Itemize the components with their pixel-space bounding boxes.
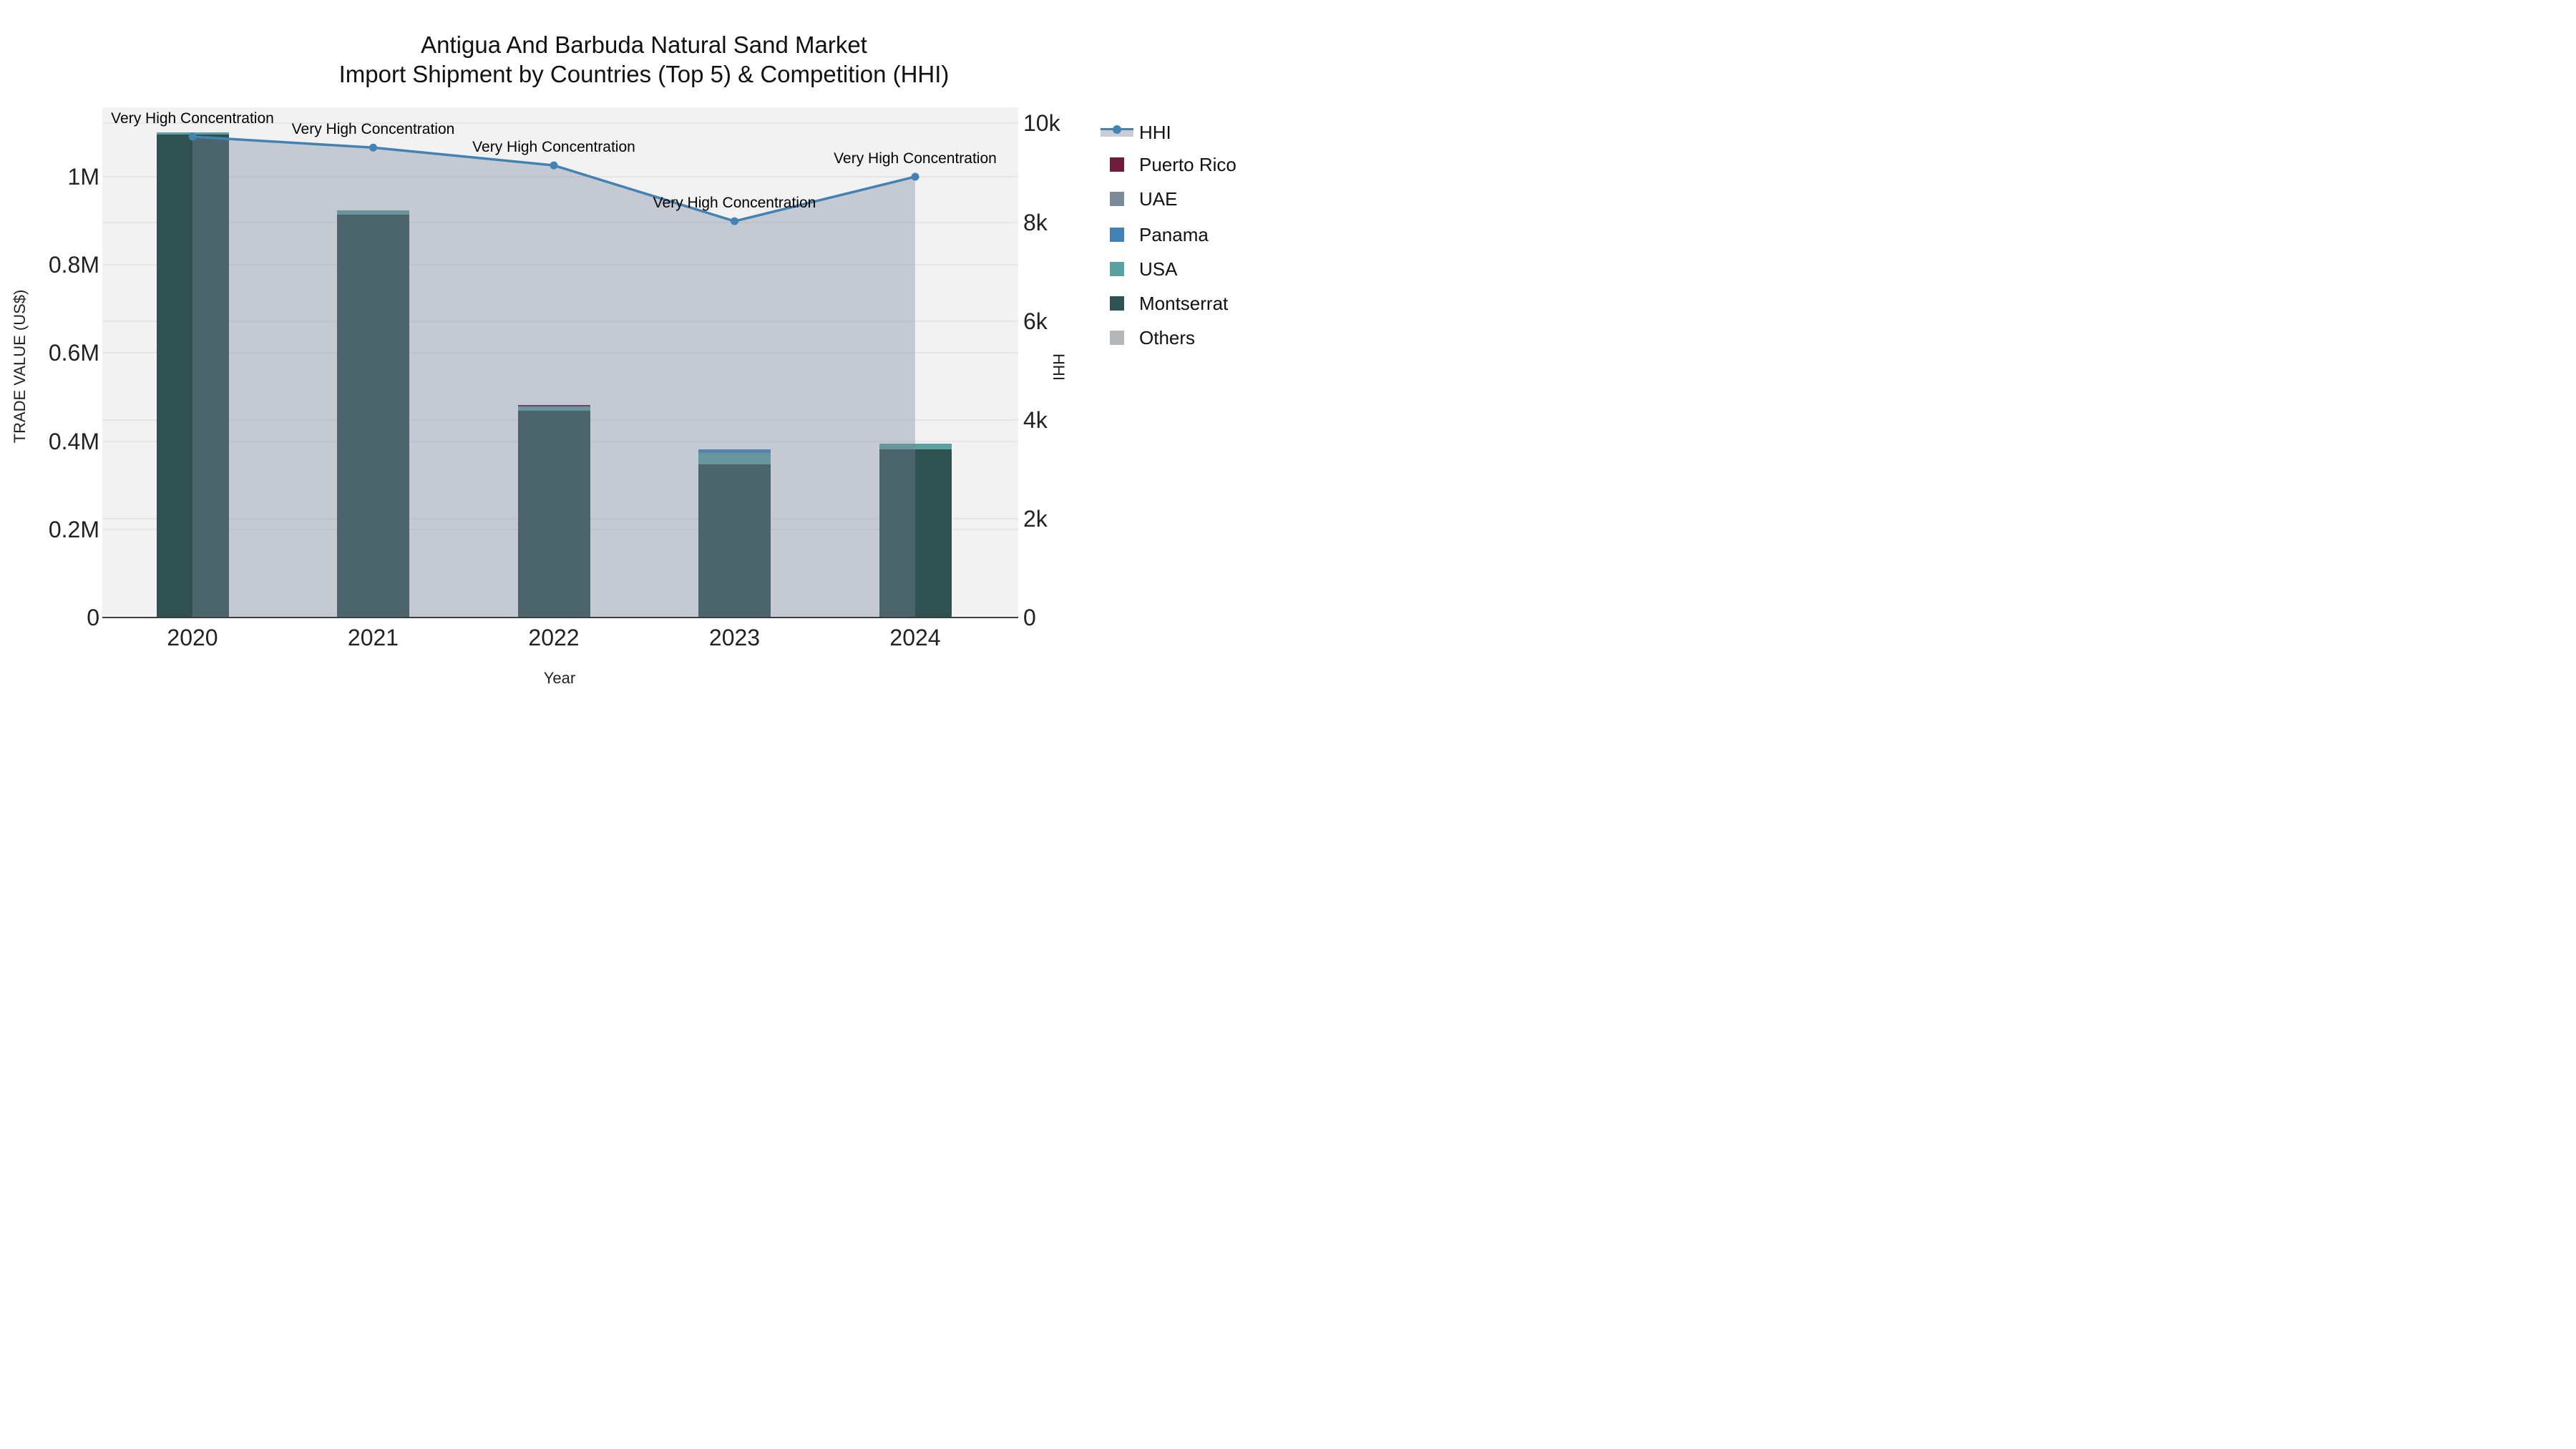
bar-segment-panama-2023[interactable] (698, 449, 771, 454)
right-axis-title: HHI (1050, 353, 1068, 381)
annotation-2024: Very High Concentration (834, 150, 997, 167)
bar-segment-montserrat-2020[interactable] (156, 135, 229, 618)
legend-label-uae: UAE (1139, 188, 1178, 210)
bar-segment-usa-2024[interactable] (879, 443, 952, 450)
left-tick-0: 0 (87, 605, 99, 630)
x-tick-2023: 2023 (708, 625, 761, 650)
gridline-left-1M (102, 175, 1018, 177)
legend-swatch-others (1110, 331, 1124, 345)
left-tick-1M: 1M (67, 163, 99, 190)
legend-swatch-uae (1110, 192, 1124, 206)
right-tick-8k: 8k (1023, 209, 1048, 235)
left-tick-0.2M: 0.2M (48, 516, 99, 542)
gridline-right-8k (102, 221, 1018, 223)
gridline-right-10k (102, 122, 1018, 125)
x-tick-2022: 2022 (528, 625, 580, 650)
bar-segment-usa-2020[interactable] (156, 132, 229, 135)
figure: Antigua And Barbuda Natural Sand Market … (0, 0, 1288, 725)
bar-segment-montserrat-2023[interactable] (698, 464, 771, 618)
bar-segment-usa-2022[interactable] (517, 406, 590, 411)
right-tick-4k: 4k (1023, 406, 1048, 433)
bar-segment-montserrat-2022[interactable] (517, 410, 590, 618)
annotation-2021: Very High Concentration (291, 121, 455, 138)
legend-label-hhi: HHI (1139, 122, 1171, 143)
bar-segment-montserrat-2021[interactable] (337, 215, 409, 618)
bar-segment-usa-2023[interactable] (698, 453, 771, 464)
legend-label-montserrat: Montserrat (1139, 293, 1229, 314)
gridline-left-0.8M (102, 264, 1018, 265)
legend-swatch-panama (1110, 228, 1124, 242)
x-tick-2024: 2024 (889, 625, 941, 650)
legend-label-others: Others (1139, 327, 1196, 348)
annotation-2020: Very High Concentration (111, 110, 274, 127)
legend-swatch-usa (1110, 262, 1124, 276)
bar-segment-puerto-rico-2022[interactable] (517, 405, 590, 406)
right-tick-6k: 6k (1023, 308, 1048, 334)
left-axis-title: TRADE VALUE (US$) (11, 289, 29, 444)
left-tick-0.6M: 0.6M (48, 340, 99, 366)
gridline-left-0.6M (102, 352, 1018, 354)
bar-segment-usa-2021[interactable] (337, 210, 409, 215)
annotation-2023: Very High Concentration (653, 195, 816, 212)
legend-swatch-montserrat (1110, 296, 1124, 311)
left-tick-0.4M: 0.4M (48, 428, 99, 454)
legend-label-panama: Panama (1139, 224, 1209, 245)
chart-title-line2: Import Shipment by Countries (Top 5) & C… (338, 61, 950, 87)
legend-hhi-marker-icon (1113, 125, 1121, 134)
left-tick-0.8M: 0.8M (48, 252, 99, 278)
right-tick-0: 0 (1023, 605, 1036, 630)
gridline-right-6k (102, 320, 1018, 322)
x-tick-2020: 2020 (167, 625, 218, 650)
legend-swatch-puerto-rico (1110, 157, 1124, 172)
x-tick-2021: 2021 (347, 625, 399, 650)
x-axis-line (102, 617, 1018, 618)
annotation-2022: Very High Concentration (472, 139, 635, 156)
legend-label-puerto-rico: Puerto Rico (1139, 154, 1236, 175)
chart-title-line1: Antigua And Barbuda Natural Sand Market (421, 31, 867, 58)
legend-label-usa: USA (1139, 258, 1178, 280)
right-tick-2k: 2k (1023, 505, 1048, 532)
x-axis-title: Year (543, 669, 576, 687)
bar-segment-montserrat-2024[interactable] (879, 449, 952, 618)
right-tick-10k: 10k (1023, 110, 1060, 137)
